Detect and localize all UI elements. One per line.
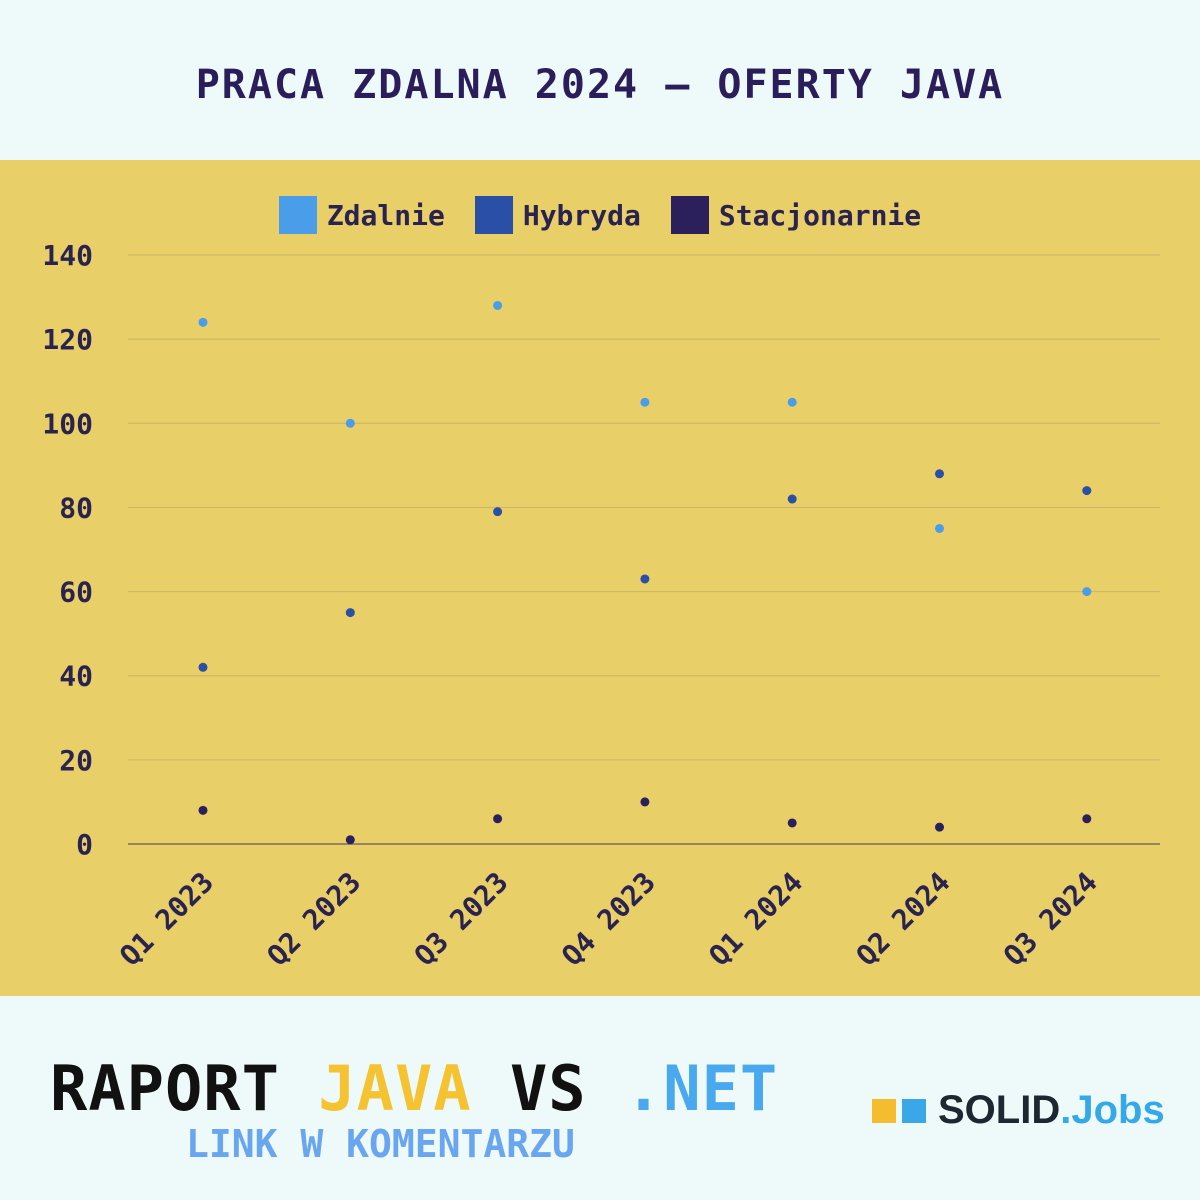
solid-jobs-logo[interactable]: SOLID .Jobs: [872, 1088, 1165, 1133]
report-word-net: .NET: [624, 1052, 779, 1125]
link-in-comment-text[interactable]: LINK W KOMENTARZU: [186, 1122, 575, 1166]
data-point-hybryda[interactable]: [198, 662, 208, 672]
data-point-stacjonarnie[interactable]: [787, 818, 797, 828]
y-tick-label: 140: [42, 239, 93, 272]
chart-panel: [0, 160, 1200, 996]
legend-swatch-hybryda: [474, 196, 513, 234]
x-tick-label: Q3 2024: [997, 866, 1104, 973]
scatter-chart: 0 20 40 60 80 100 120 140 Q1 2023 Q2 2023 Q3 2023 Q…: [42, 239, 1160, 973]
data-point-zdalnie[interactable]: [198, 317, 208, 327]
logo-text-jobs: .Jobs: [1060, 1088, 1165, 1132]
legend-label-zdalnie: Zdalnie: [326, 198, 445, 232]
y-tick-label: 20: [59, 744, 93, 777]
data-point-hybryda[interactable]: [787, 494, 797, 504]
data-point-zdalnie[interactable]: [787, 397, 797, 407]
legend-label-stacjonarnie: Stacjonarnie: [718, 198, 922, 232]
x-tick-label: Q2 2024: [850, 866, 957, 973]
data-point-stacjonarnie[interactable]: [345, 835, 355, 845]
data-point-zdalnie[interactable]: [640, 397, 650, 407]
y-tick-label: 120: [42, 323, 93, 356]
data-point-stacjonarnie[interactable]: [935, 822, 944, 832]
legend-swatch-stacjonarnie: [670, 196, 709, 234]
y-tick-label: 40: [59, 660, 93, 693]
y-tick-label: 0: [76, 828, 93, 861]
data-point-zdalnie[interactable]: [345, 418, 355, 428]
x-tick-label: Q1 2023: [113, 866, 220, 973]
data-point-stacjonarnie[interactable]: [1082, 814, 1092, 824]
data-point-hybryda[interactable]: [640, 574, 650, 584]
legend-item-zdalnie[interactable]: Zdalnie: [278, 196, 445, 234]
legend-swatch-zdalnie: [278, 196, 317, 234]
legend-label-hybryda: Hybryda: [522, 198, 641, 232]
data-point-zdalnie[interactable]: [1082, 587, 1092, 597]
report-word-java: JAVA: [318, 1052, 472, 1125]
data-point-zdalnie[interactable]: [935, 523, 944, 533]
logo-text-solid: SOLID: [938, 1088, 1061, 1132]
data-point-stacjonarnie[interactable]: [640, 797, 650, 807]
report-word-raport: RAPORT: [50, 1052, 280, 1125]
legend-item-stacjonarnie[interactable]: Stacjonarnie: [670, 196, 922, 234]
x-tick-label: Q3 2023: [408, 866, 515, 973]
report-title: RAPORT JAVA VS .NET: [50, 1052, 778, 1125]
data-point-hybryda[interactable]: [935, 469, 944, 479]
y-tick-label: 80: [59, 491, 93, 524]
chart-title: PRACA ZDALNA 2024 – OFERTY JAVA: [195, 62, 1005, 108]
legend: Zdalnie Hybryda Stacjonarnie: [0, 196, 1200, 234]
y-tick-label: 100: [42, 407, 93, 440]
data-point-hybryda[interactable]: [493, 507, 503, 517]
data-point-stacjonarnie[interactable]: [493, 814, 503, 824]
x-tick-label: Q1 2024: [702, 866, 809, 973]
data-point-hybryda[interactable]: [1082, 486, 1092, 496]
data-point-hybryda[interactable]: [345, 608, 355, 618]
report-word-vs: VS: [509, 1052, 587, 1125]
legend-item-hybryda[interactable]: Hybryda: [474, 196, 641, 234]
data-point-zdalnie[interactable]: [493, 300, 503, 310]
data-point-stacjonarnie[interactable]: [198, 805, 208, 815]
logo-square-blue: [902, 1098, 926, 1123]
x-tick-label: Q4 2023: [555, 866, 662, 973]
logo-square-yellow: [872, 1098, 896, 1123]
y-tick-label: 60: [59, 576, 93, 609]
x-tick-label: Q2 2023: [260, 866, 367, 973]
